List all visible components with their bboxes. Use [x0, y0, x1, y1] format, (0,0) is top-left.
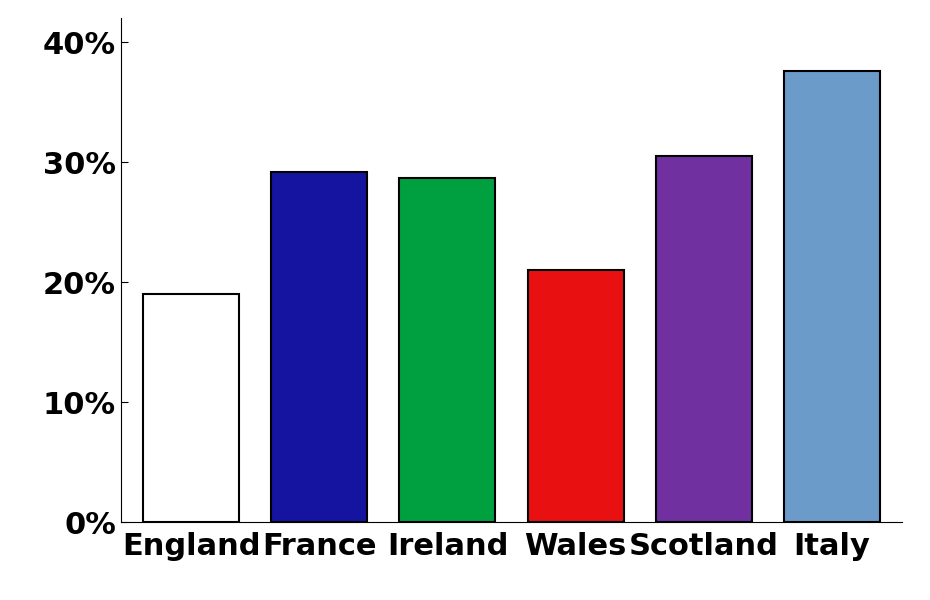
Bar [527, 270, 623, 522]
Bar [400, 178, 496, 522]
Bar [784, 71, 880, 522]
Bar [272, 172, 367, 522]
Bar [656, 156, 751, 522]
Bar [143, 294, 239, 522]
